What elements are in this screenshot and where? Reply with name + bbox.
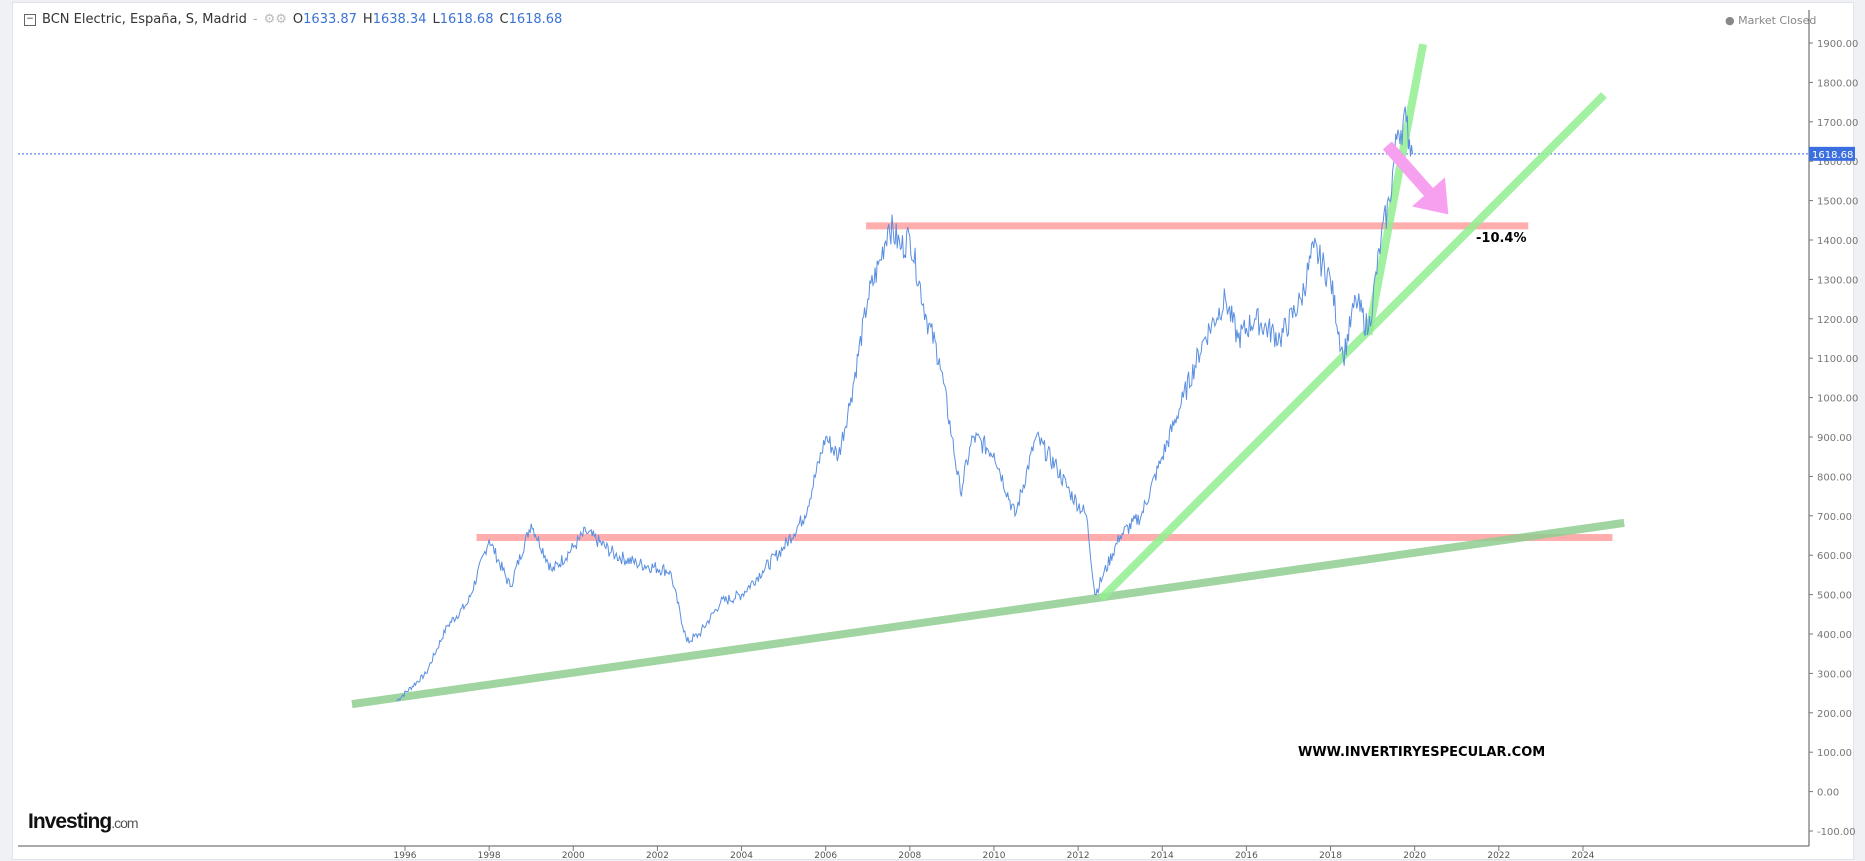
- x-tick-label: 2000: [562, 851, 585, 861]
- y-tick-label: 1400.00: [1817, 236, 1858, 247]
- symbol-title[interactable]: BCN Electric, España, S, Madrid: [42, 12, 247, 27]
- y-tick-label: 1900.00: [1817, 39, 1858, 50]
- y-tick-label: 1200.00: [1817, 315, 1858, 326]
- x-tick-label: 2014: [1151, 851, 1174, 861]
- y-tick-label: 500.00: [1817, 591, 1852, 602]
- x-tick-label: 2018: [1319, 851, 1342, 861]
- market-status: ● Market Closed: [1725, 14, 1817, 27]
- y-tick-label: 900.00: [1817, 433, 1852, 444]
- y-tick-label: 1800.00: [1817, 78, 1858, 89]
- collapse-icon[interactable]: −: [24, 13, 36, 26]
- y-tick-label: 600.00: [1817, 551, 1852, 562]
- x-tick-label: 2020: [1403, 851, 1426, 861]
- trendline: [1098, 92, 1607, 602]
- x-tick-label: 2022: [1487, 851, 1510, 861]
- y-tick-label: 1300.00: [1817, 275, 1858, 286]
- arrow-head-icon: [1411, 177, 1449, 215]
- y-tick-label: 1100.00: [1817, 354, 1858, 365]
- x-tick-label: 1998: [478, 851, 501, 861]
- y-tick-label: 1500.00: [1817, 197, 1858, 208]
- x-tick-label: 2010: [983, 851, 1006, 861]
- y-tick-label: 700.00: [1817, 512, 1852, 523]
- y-tick-label: -100.00: [1817, 827, 1856, 838]
- x-tick-label: 2024: [1572, 851, 1595, 861]
- arrow-shaft: [1382, 141, 1435, 198]
- x-tick-label: 2002: [646, 851, 669, 861]
- trendline: [351, 518, 1625, 709]
- x-tick-label: 2012: [1067, 851, 1090, 861]
- y-tick-label: 1000.00: [1817, 394, 1858, 405]
- price-line: [396, 106, 1414, 702]
- chart-panel: [12, 2, 1854, 860]
- last-price-label: 1618.68: [1812, 150, 1853, 161]
- y-tick-label: 400.00: [1817, 630, 1852, 641]
- investing-logo: Investing.com: [28, 810, 139, 833]
- chart-header: − BCN Electric, España, S, Madrid - ⚙⚙ O…: [24, 12, 562, 27]
- y-tick-label: 0.00: [1817, 788, 1839, 799]
- y-tick-label: 300.00: [1817, 669, 1852, 680]
- x-tick-label: 2008: [898, 851, 921, 861]
- y-tick-label: 100.00: [1817, 748, 1852, 759]
- y-tick-label: 200.00: [1817, 709, 1852, 720]
- high-value: H1638.34: [362, 12, 427, 27]
- x-tick-label: 2016: [1235, 851, 1258, 861]
- low-value: L1618.68: [432, 12, 494, 27]
- x-tick-label: 1996: [394, 851, 417, 861]
- dropdown-icon[interactable]: -: [252, 12, 258, 27]
- trendline: [1364, 43, 1428, 336]
- open-value: O1633.87: [292, 12, 357, 27]
- percent-label: -10.4%: [1476, 231, 1527, 246]
- y-tick-label: 800.00: [1817, 472, 1852, 483]
- close-value: C1618.68: [499, 12, 563, 27]
- y-tick-label: 1600.00: [1817, 157, 1858, 168]
- settings-icon[interactable]: ⚙⚙: [263, 12, 287, 27]
- last-price-badge: [1809, 146, 1855, 161]
- watermark: WWW.INVERTIRYESPECULAR.COM: [1298, 745, 1546, 760]
- x-tick-label: 2006: [814, 851, 837, 861]
- y-tick-label: 1700.00: [1817, 118, 1858, 129]
- x-tick-label: 2004: [730, 851, 753, 861]
